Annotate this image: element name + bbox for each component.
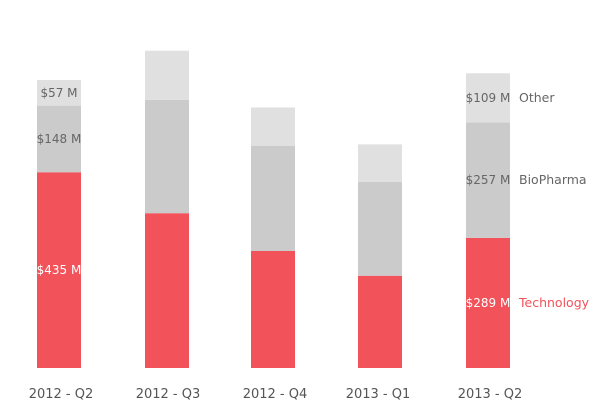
x-tick-label-0: 2012 - Q2 <box>29 387 94 402</box>
bar-segment-technology-2 <box>251 251 295 368</box>
bar-segment-other-4 <box>466 73 510 123</box>
bar-segment-other-0 <box>37 80 81 106</box>
bar-segment-biopharma-2 <box>251 145 295 251</box>
x-tick-label-1: 2012 - Q3 <box>136 387 201 402</box>
x-tick-label-2: 2012 - Q4 <box>243 387 308 402</box>
data-label-biopharma-4: $257 M <box>466 173 511 187</box>
series-label-biopharma: BioPharma <box>519 172 587 187</box>
data-label-technology-0: $435 M <box>37 263 82 277</box>
bar-segment-other-1 <box>145 50 189 100</box>
data-label-technology-4: $289 M <box>466 296 511 310</box>
bar-segment-technology-3 <box>358 275 402 368</box>
data-label-other-0: $57 M <box>40 86 77 100</box>
bar-segment-other-2 <box>251 107 295 146</box>
x-tick-label-4: 2013 - Q2 <box>458 387 523 402</box>
bar-segment-other-3 <box>358 144 402 182</box>
series-label-other: Other <box>519 90 555 105</box>
bar-segment-biopharma-0 <box>37 105 81 173</box>
data-label-biopharma-0: $148 M <box>37 132 82 146</box>
bar-segment-biopharma-3 <box>358 181 402 276</box>
data-label-other-4: $109 M <box>466 91 511 105</box>
bar-segment-biopharma-1 <box>145 99 189 214</box>
bar-segment-technology-0 <box>37 172 81 368</box>
x-tick-label-3: 2013 - Q1 <box>346 387 411 402</box>
series-label-technology: Technology <box>518 295 590 310</box>
bar-segment-biopharma-4 <box>466 122 510 238</box>
bar-segment-technology-1 <box>145 213 189 368</box>
bar-segment-technology-4 <box>466 237 510 368</box>
